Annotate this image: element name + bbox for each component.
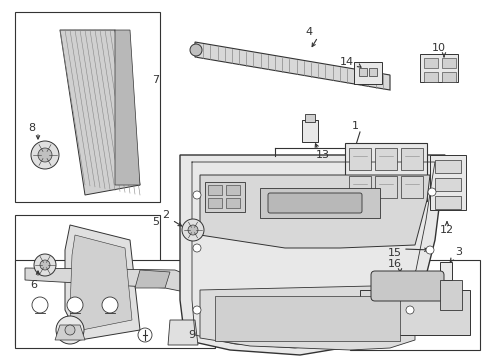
- Circle shape: [102, 297, 118, 313]
- FancyBboxPatch shape: [371, 271, 444, 301]
- Circle shape: [426, 246, 434, 254]
- Text: 8: 8: [28, 123, 35, 133]
- Circle shape: [406, 306, 414, 314]
- Polygon shape: [115, 30, 140, 185]
- Circle shape: [56, 316, 84, 344]
- Text: 1: 1: [351, 121, 359, 131]
- Text: 2: 2: [162, 210, 169, 220]
- Circle shape: [31, 141, 59, 169]
- Bar: [208, 198, 222, 208]
- Bar: [349, 148, 371, 170]
- Bar: [226, 198, 240, 208]
- Text: 16: 16: [388, 259, 402, 269]
- Circle shape: [38, 148, 52, 162]
- Bar: [420, 54, 458, 82]
- Circle shape: [138, 328, 152, 342]
- Polygon shape: [180, 155, 445, 355]
- Polygon shape: [25, 268, 195, 292]
- Text: 13: 13: [316, 150, 330, 160]
- Text: 7: 7: [152, 75, 159, 85]
- Bar: [442, 72, 456, 82]
- Bar: [430, 155, 466, 210]
- Polygon shape: [70, 235, 132, 332]
- Polygon shape: [200, 285, 415, 350]
- Circle shape: [67, 297, 83, 313]
- Text: 12: 12: [440, 225, 454, 235]
- Text: 3: 3: [455, 247, 462, 257]
- Text: 14: 14: [340, 57, 354, 67]
- Circle shape: [65, 325, 75, 335]
- Bar: [354, 62, 382, 84]
- Bar: [401, 176, 423, 198]
- Bar: [369, 68, 377, 76]
- Text: 11: 11: [372, 215, 386, 225]
- Bar: [345, 143, 427, 201]
- Circle shape: [40, 260, 50, 270]
- Bar: [350, 260, 480, 350]
- Polygon shape: [60, 30, 140, 195]
- Circle shape: [193, 306, 201, 314]
- Bar: [435, 196, 461, 209]
- Polygon shape: [195, 42, 390, 90]
- Bar: [435, 160, 461, 173]
- Bar: [440, 262, 452, 280]
- Bar: [375, 148, 397, 170]
- FancyBboxPatch shape: [268, 193, 362, 213]
- Bar: [360, 290, 470, 335]
- Text: 4: 4: [305, 27, 312, 37]
- Bar: [208, 185, 222, 195]
- Circle shape: [193, 244, 201, 252]
- Text: 9: 9: [188, 330, 195, 340]
- Bar: [15, 260, 215, 348]
- Bar: [424, 58, 438, 68]
- Bar: [215, 296, 400, 341]
- Text: 5: 5: [152, 217, 159, 227]
- Bar: [205, 182, 245, 212]
- Bar: [435, 178, 461, 191]
- Bar: [226, 185, 240, 195]
- Bar: [442, 58, 456, 68]
- Circle shape: [428, 188, 436, 196]
- Polygon shape: [135, 270, 170, 288]
- Bar: [401, 148, 423, 170]
- Bar: [440, 280, 462, 310]
- Bar: [302, 120, 318, 142]
- Circle shape: [193, 191, 201, 199]
- Polygon shape: [260, 188, 380, 218]
- Bar: [349, 176, 371, 198]
- Bar: [305, 114, 315, 122]
- Bar: [375, 176, 397, 198]
- Text: 10: 10: [432, 43, 446, 53]
- Circle shape: [190, 44, 202, 56]
- Circle shape: [34, 254, 56, 276]
- Polygon shape: [168, 320, 198, 345]
- Circle shape: [182, 219, 204, 241]
- Circle shape: [188, 225, 198, 235]
- Text: 15: 15: [388, 248, 402, 258]
- Bar: [15, 215, 160, 345]
- Bar: [359, 68, 367, 76]
- Polygon shape: [65, 225, 140, 340]
- Bar: [424, 72, 438, 82]
- Bar: [15, 12, 160, 202]
- Text: 6: 6: [30, 280, 37, 290]
- Circle shape: [32, 297, 48, 313]
- Polygon shape: [55, 325, 85, 340]
- Polygon shape: [200, 175, 430, 248]
